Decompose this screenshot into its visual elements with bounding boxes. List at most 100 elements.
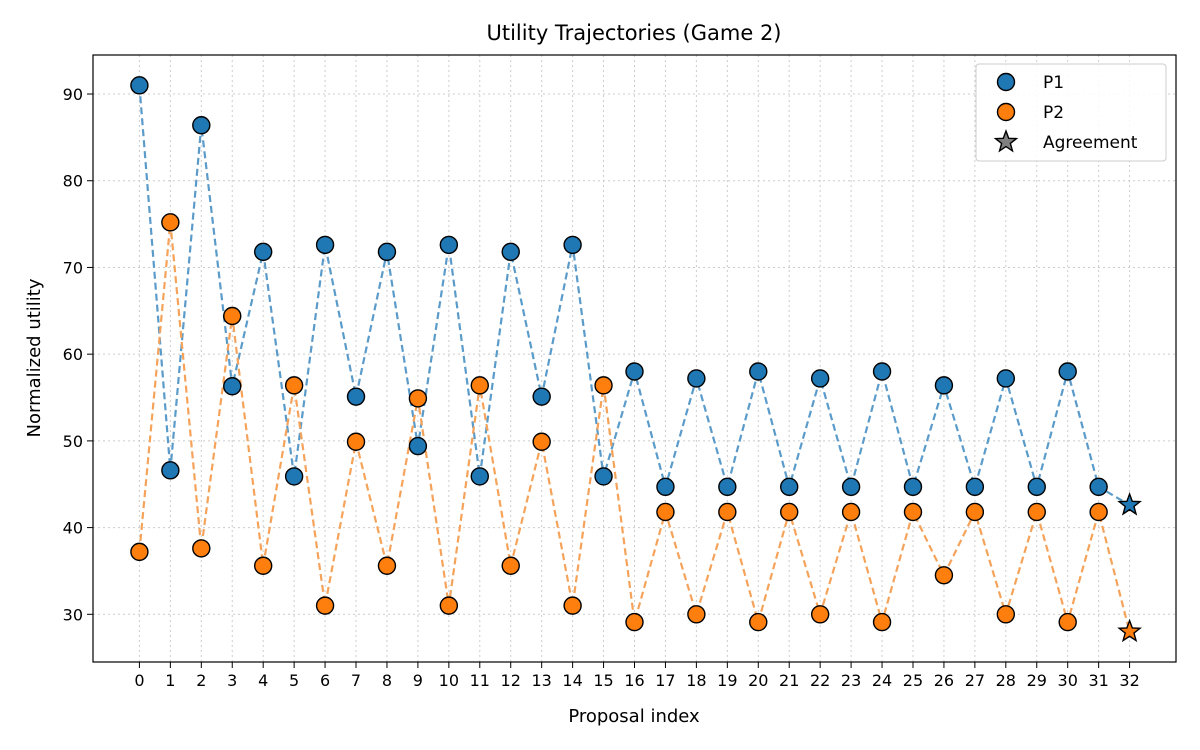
point-p1 xyxy=(161,461,180,480)
point-p1 xyxy=(501,242,520,262)
point-p1 xyxy=(346,387,366,406)
point-p2 xyxy=(656,502,675,522)
x-tick-label: 0 xyxy=(134,671,144,690)
x-tick-label: 30 xyxy=(1058,671,1078,690)
point-p2 xyxy=(130,542,149,562)
y-tick-label: 60 xyxy=(63,345,83,364)
point-p2 xyxy=(841,502,861,522)
point-p2 xyxy=(1089,502,1108,522)
point-p1 xyxy=(687,369,706,388)
x-axis-label: Proposal index xyxy=(568,706,700,727)
point-p1 xyxy=(965,477,985,497)
x-tick-label: 2 xyxy=(196,671,206,690)
point-p1 xyxy=(408,436,428,456)
point-p1 xyxy=(810,369,830,388)
y-tick-label: 30 xyxy=(63,605,83,624)
legend-star-marker xyxy=(993,128,1019,153)
point-p1 xyxy=(377,242,397,262)
x-tick-label: 1 xyxy=(165,671,175,690)
x-tick-label: 16 xyxy=(624,671,644,690)
point-p1 xyxy=(625,362,644,381)
x-tick-label: 29 xyxy=(1027,671,1047,690)
grid-lines xyxy=(93,55,1176,662)
x-tick-label: 4 xyxy=(258,671,268,690)
x-tick-label: 31 xyxy=(1088,671,1108,690)
point-p1 xyxy=(656,477,675,497)
point-p2 xyxy=(810,605,830,624)
point-p1 xyxy=(594,467,613,486)
y-tick-label: 50 xyxy=(63,432,83,451)
point-p2 xyxy=(749,612,768,632)
x-tick-label: 15 xyxy=(593,671,613,690)
y-tick-label: 80 xyxy=(63,172,83,191)
point-p1 xyxy=(470,467,489,486)
point-p1 xyxy=(130,76,149,95)
x-tick-label: 5 xyxy=(289,671,299,690)
point-p1 xyxy=(192,116,211,135)
agreement-star-p1 xyxy=(1117,492,1142,516)
x-tick-label: 13 xyxy=(531,671,551,690)
x-tick-label: 27 xyxy=(965,671,985,690)
point-p2 xyxy=(563,596,582,615)
point-p2 xyxy=(872,612,892,632)
x-tick-label: 32 xyxy=(1119,671,1139,690)
point-p1 xyxy=(934,376,954,395)
x-tick-label: 8 xyxy=(382,671,392,690)
x-tick-label: 20 xyxy=(748,671,768,690)
x-tick-label: 9 xyxy=(413,671,423,690)
x-tick-label: 3 xyxy=(227,671,237,690)
y-tick-label: 70 xyxy=(63,258,83,277)
point-p2 xyxy=(346,432,366,451)
legend-marker xyxy=(996,72,1016,92)
x-tick-label: 17 xyxy=(655,671,675,690)
x-tick-label: 21 xyxy=(779,671,799,690)
point-p2 xyxy=(161,213,180,232)
point-p1 xyxy=(841,477,861,497)
point-p2 xyxy=(408,389,428,408)
x-tick-label: 26 xyxy=(934,671,954,690)
point-p2 xyxy=(377,556,397,575)
x-tick-label: 24 xyxy=(872,671,892,690)
point-p2 xyxy=(1058,612,1077,632)
series-lines xyxy=(138,85,1131,632)
point-p2 xyxy=(625,612,644,632)
point-p1 xyxy=(749,362,768,381)
point-p1 xyxy=(1058,362,1077,381)
x-tick-label: 19 xyxy=(717,671,737,690)
point-p1 xyxy=(532,387,551,406)
point-p2 xyxy=(501,556,520,575)
plot-frame xyxy=(92,54,1177,663)
point-p1 xyxy=(903,477,923,497)
point-p1 xyxy=(253,242,273,262)
x-tick-label: 28 xyxy=(996,671,1016,690)
point-p1 xyxy=(223,377,242,396)
point-p2 xyxy=(253,556,273,575)
point-p2 xyxy=(965,502,985,522)
point-p1 xyxy=(872,362,892,381)
axes: 0 1 2 3 4 5 6 7 8 9 10 11 12 13 14 15 16 17 18 19 20 21 22 23 24… xyxy=(63,54,1177,690)
point-p1 xyxy=(563,235,582,255)
x-tick-label: 12 xyxy=(501,671,521,690)
point-p2 xyxy=(470,376,489,395)
y-axis-label: Normalized utility xyxy=(24,278,45,437)
point-p2 xyxy=(315,596,335,615)
x-tick-label: 7 xyxy=(351,671,361,690)
y-tick-label: 90 xyxy=(63,85,83,104)
x-tick-label: 22 xyxy=(810,671,830,690)
legend-box xyxy=(975,63,1167,162)
point-p1 xyxy=(1089,477,1108,497)
point-p2 xyxy=(192,539,211,558)
series-line-p2 xyxy=(138,222,1131,632)
point-p1 xyxy=(718,477,737,497)
point-p2 xyxy=(284,376,304,395)
point-p2 xyxy=(223,306,242,326)
legend: P1 P2 Agreement xyxy=(975,63,1167,162)
legend-label: P2 xyxy=(1043,103,1064,123)
chart-title: Utility Trajectories (Game 2) xyxy=(486,21,781,45)
point-p2 xyxy=(996,605,1016,624)
legend-marker xyxy=(996,102,1016,122)
agreement-star-p2 xyxy=(1117,618,1142,643)
point-p1 xyxy=(780,477,799,497)
point-p2 xyxy=(687,605,706,624)
